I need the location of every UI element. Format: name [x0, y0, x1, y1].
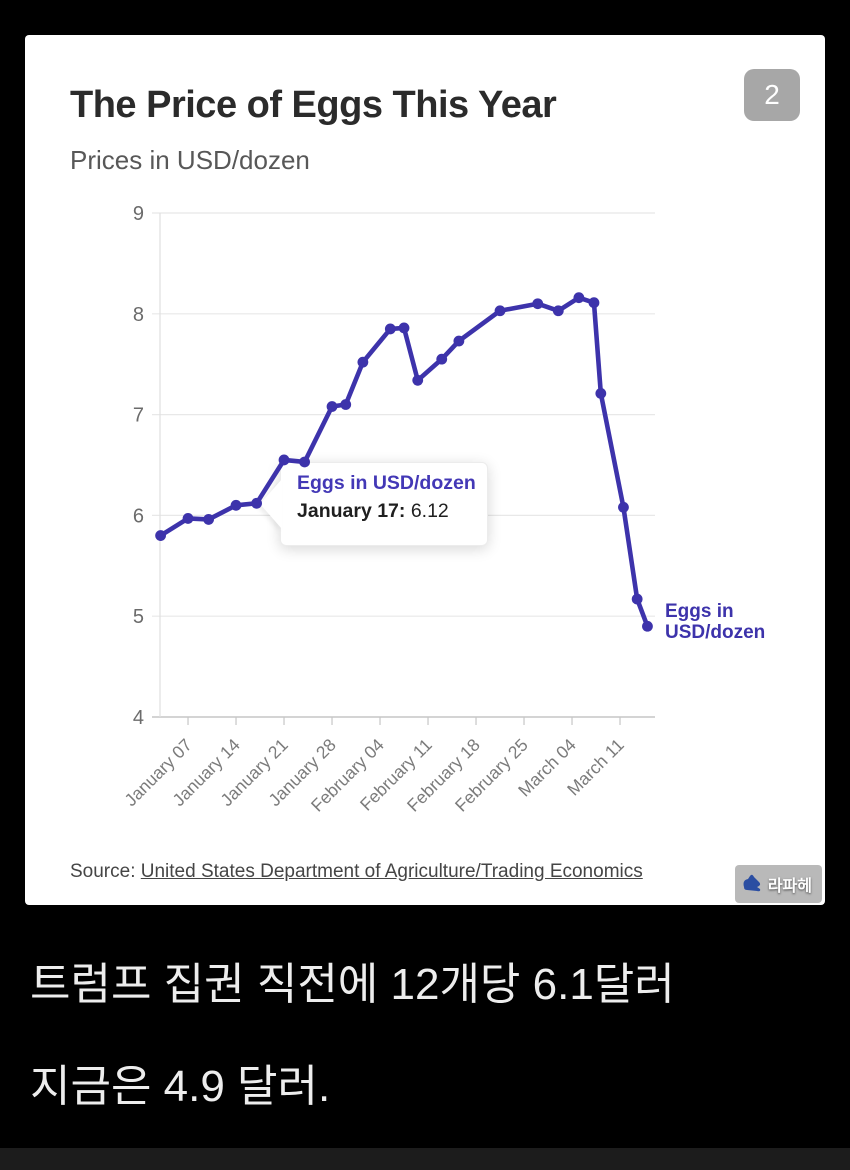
svg-text:9: 9 — [133, 203, 144, 225]
caption-line-2: 지금은 4.9 달러. — [30, 1062, 331, 1111]
source-link[interactable]: United States Department of Agriculture/… — [140, 861, 643, 882]
svg-text:8: 8 — [133, 304, 144, 326]
svg-text:6: 6 — [133, 505, 144, 527]
series-end-label-line2: USD/dozen — [665, 622, 766, 643]
watermark-logo-icon — [743, 874, 761, 892]
chart-card: The Price of Eggs This Year Prices in US… — [25, 35, 825, 905]
series-end-label-line1: Eggs in — [665, 601, 734, 622]
chart-tooltip: Eggs in USD/dozen January 17: 6.12 — [260, 462, 488, 546]
tooltip-value-line: January 17: 6.12 — [297, 500, 487, 523]
caption-line-1: 트럼프 집권 직전에 12개당 6.1달러 — [30, 960, 675, 1009]
source-prefix: Source: — [70, 861, 141, 882]
svg-text:5: 5 — [133, 606, 144, 628]
chart-title: The Price of Eggs This Year — [70, 84, 557, 126]
bottom-strip — [0, 1148, 850, 1170]
source-text: Source: United States Department of Agri… — [70, 861, 643, 883]
page-number-badge: 2 — [744, 69, 800, 121]
chart-subtitle: Prices in USD/dozen — [70, 145, 310, 175]
tooltip-series-name: Eggs in USD/dozen — [297, 472, 476, 494]
svg-text:7: 7 — [133, 405, 144, 427]
series-end-label: Eggs in USD/dozen — [665, 601, 765, 643]
tooltip-pointer-icon — [260, 479, 282, 529]
tooltip-date: January 17: — [297, 500, 406, 522]
svg-text:4: 4 — [133, 707, 144, 729]
tooltip-value: 6.12 — [410, 500, 449, 522]
watermark-text: 라파헤 — [767, 878, 812, 895]
watermark-badge: 라파헤 — [734, 865, 822, 903]
